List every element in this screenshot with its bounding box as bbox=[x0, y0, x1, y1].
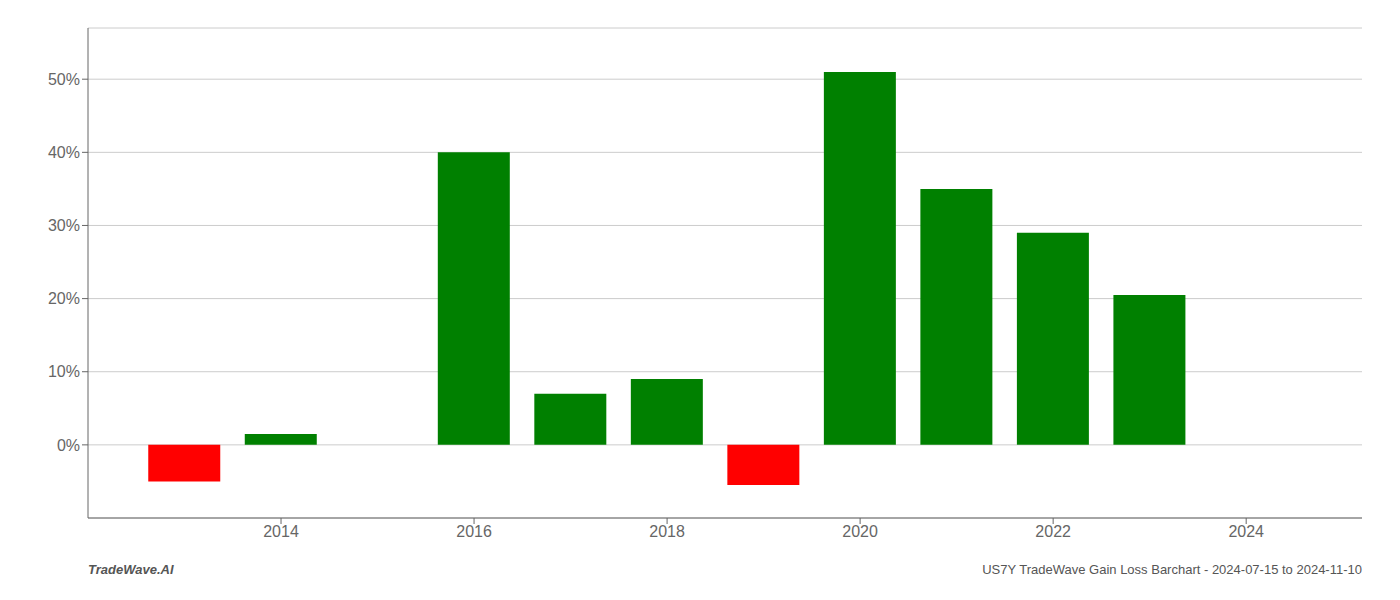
svg-text:50%: 50% bbox=[48, 71, 80, 88]
svg-text:2020: 2020 bbox=[842, 523, 878, 540]
svg-text:20%: 20% bbox=[48, 290, 80, 307]
svg-text:30%: 30% bbox=[48, 217, 80, 234]
svg-text:40%: 40% bbox=[48, 144, 80, 161]
svg-text:2016: 2016 bbox=[456, 523, 492, 540]
html-text:US7Y TradeWave Gain Loss Barch: US7Y TradeWave Gain Loss Barchart - 2024… bbox=[982, 562, 1362, 577]
svg-text:10%: 10% bbox=[48, 363, 80, 380]
svg-text:2014: 2014 bbox=[263, 523, 299, 540]
svg-text:0%: 0% bbox=[57, 437, 80, 454]
svg-text:2022: 2022 bbox=[1035, 523, 1071, 540]
html-text:TradeWave.AI: TradeWave.AI bbox=[88, 562, 174, 577]
svg-text:2024: 2024 bbox=[1228, 523, 1264, 540]
svg-text:2018: 2018 bbox=[649, 523, 685, 540]
